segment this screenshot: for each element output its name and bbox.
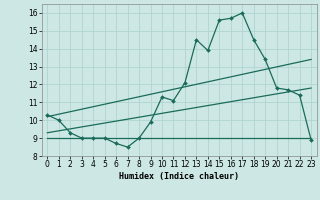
X-axis label: Humidex (Indice chaleur): Humidex (Indice chaleur) [119, 172, 239, 181]
